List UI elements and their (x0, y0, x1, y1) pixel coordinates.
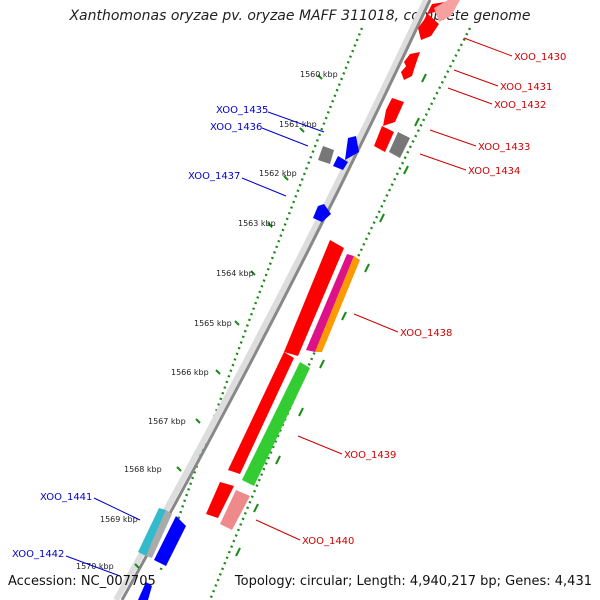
gene-arrow-xoo-1439[interactable] (242, 362, 310, 486)
gene-arrow-xoo-1442[interactable] (154, 516, 186, 566)
gene-arrow-xoo-1430b[interactable] (434, 0, 460, 22)
gene-arrow-xoo-1442b[interactable] (138, 582, 152, 600)
gene-label-reverse[interactable]: XOO_1432 (494, 100, 546, 111)
gene-arrow-xoo-1440[interactable] (220, 490, 250, 530)
gene-arrow-xoo-1438-stripe-a[interactable] (306, 254, 354, 352)
gene-arrow-xoo-1437[interactable] (313, 204, 331, 222)
gene-arrow-xoo-1438-stripe-b[interactable] (315, 256, 360, 352)
gene-arrow-xoo-1432[interactable] (383, 98, 404, 126)
gene-arrow-xoo-1441b[interactable] (146, 510, 172, 558)
forward-gene-labels: XOO_1435 XOO_1436 XOO_1437 XOO_1441 XOO_… (12, 105, 268, 560)
gene-label-reverse[interactable]: XOO_1440 (302, 536, 354, 547)
reverse-gene-labels: XOO_1430 XOO_1431 XOO_1432 XOO_1433 XOO_… (302, 52, 566, 547)
gene-arrow-xoo-1436[interactable] (318, 146, 334, 164)
gene-arrow-xoo-1431b[interactable] (401, 60, 417, 80)
gene-label-forward[interactable]: XOO_1436 (210, 122, 262, 133)
gene-arrow-xoo-1435[interactable] (345, 136, 359, 160)
reverse-strand-features (206, 0, 460, 530)
gene-arrow-xoo-1439-red[interactable] (228, 352, 294, 474)
gene-label-reverse[interactable]: XOO_1439 (344, 450, 396, 461)
gene-arrow-xoo-1436b[interactable] (333, 156, 348, 170)
scale-label: 1562 kbp (259, 169, 297, 178)
scale-label: 1561 kbp (279, 120, 317, 129)
gene-arrow-xoo-1430[interactable] (418, 2, 445, 40)
scale-label: 1563 kbp (238, 219, 276, 228)
scale-label: 1560 kbp (300, 70, 338, 79)
gene-arrow-xoo-1440-red[interactable] (206, 482, 234, 518)
gene-label-reverse[interactable]: XOO_1430 (514, 52, 566, 63)
scale-label: 1565 kbp (194, 319, 232, 328)
gene-arrow-xoo-1433[interactable] (374, 126, 394, 152)
gene-label-forward[interactable]: XOO_1441 (40, 492, 92, 503)
gene-label-reverse[interactable]: XOO_1433 (478, 142, 530, 153)
gene-label-forward[interactable]: XOO_1442 (12, 549, 64, 560)
outer-tick-marks (235, 73, 427, 557)
scale-label: 1568 kbp (124, 465, 162, 474)
gene-label-forward[interactable]: XOO_1435 (216, 105, 268, 116)
accession-text: Accession: NC_007705 (8, 574, 156, 589)
genome-summary-text: Topology: circular; Length: 4,940,217 bp… (234, 574, 592, 589)
forward-strand-features (138, 136, 359, 600)
scale-label: 1569 kbp (100, 515, 138, 524)
gene-arrow-xoo-1434[interactable] (389, 132, 410, 158)
gene-label-reverse[interactable]: XOO_1434 (468, 166, 520, 177)
gene-arrow-xoo-1438[interactable] (284, 240, 344, 356)
reverse-label-leaders (255, 37, 513, 541)
scale-label: 1564 kbp (216, 269, 254, 278)
scale-label: 1566 kbp (171, 368, 209, 377)
gene-label-reverse[interactable]: XOO_1438 (400, 328, 452, 339)
scale-label: 1567 kbp (148, 417, 186, 426)
forward-label-leaders (65, 111, 325, 577)
gene-label-forward[interactable]: XOO_1437 (188, 171, 240, 182)
gene-label-reverse[interactable]: XOO_1431 (500, 82, 552, 93)
gene-arrow-xoo-1441[interactable] (138, 508, 166, 556)
